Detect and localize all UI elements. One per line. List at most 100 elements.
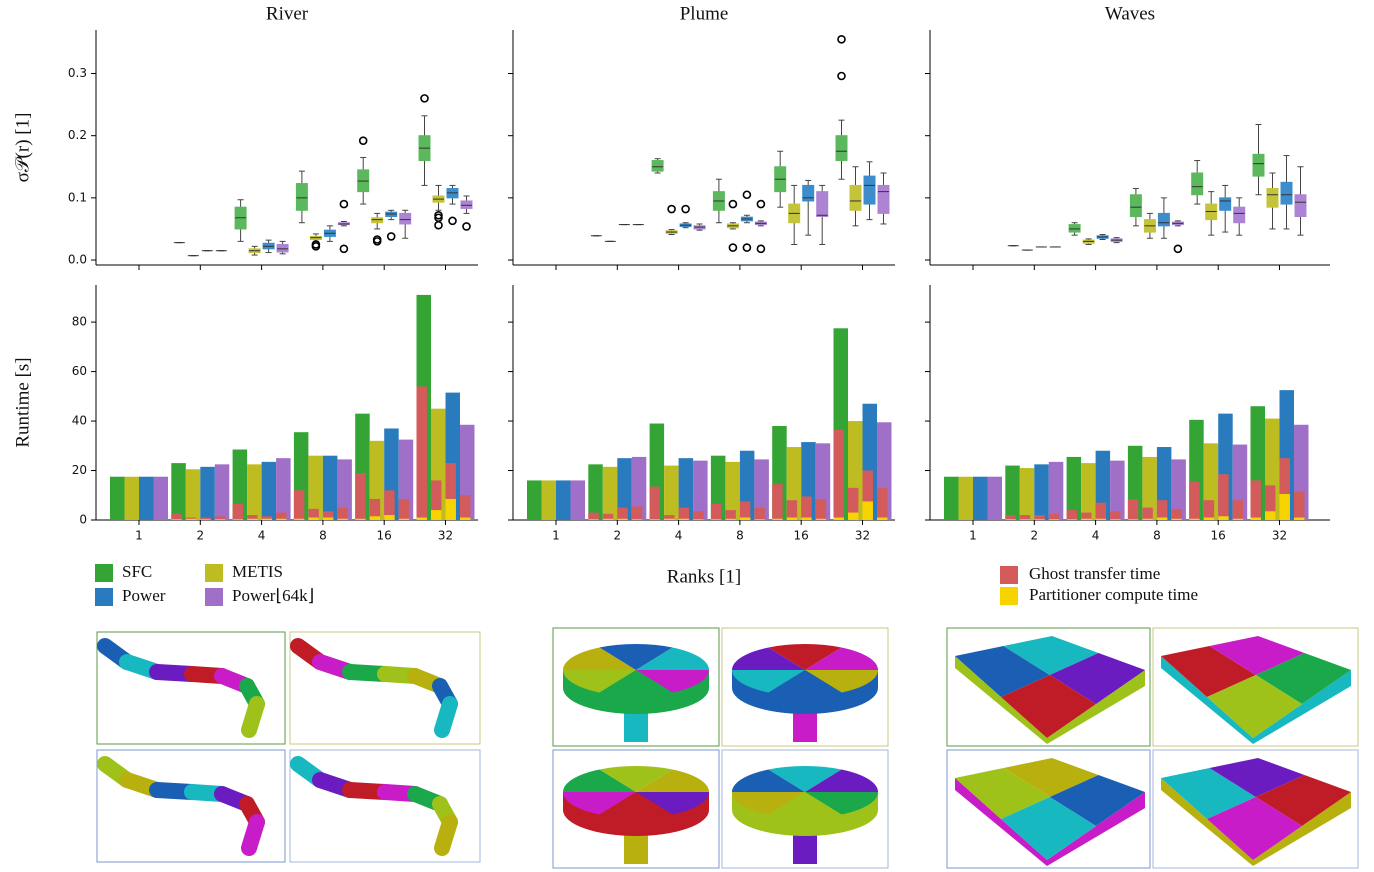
bar [693,460,708,520]
y-axis-label: σ𝒫(r) [1] [12,113,33,183]
outlier [756,199,766,209]
y-tick-label: 40 [72,414,87,428]
bar [1034,464,1049,520]
ghost-bar [293,490,305,520]
box [371,217,384,224]
bar [987,476,1002,520]
outlier [434,220,443,230]
legend-label: Partitioner compute time [1029,585,1198,604]
plume-sector [768,644,842,670]
partitioner-bar [1110,519,1121,520]
bar [214,464,230,520]
rendering [721,627,889,747]
legend-swatch [1000,566,1018,584]
ghost-bar [1142,507,1153,520]
rendering [96,631,286,745]
plume-sector [768,766,842,792]
partitioner-bar [1189,518,1200,520]
outlier [742,243,752,252]
ghost-bar [1189,481,1200,520]
y-tick-label: 0 [79,513,87,527]
partitioner-bar [1232,518,1244,520]
river-segment [434,814,458,856]
box [1252,153,1265,177]
partitioner-bar [369,516,381,520]
plume-sector [732,647,805,670]
x-tick-label: 8 [319,529,327,543]
plume-sector [732,769,805,792]
plume-sector [805,769,878,792]
box [651,160,664,172]
ghost-bar [815,498,827,520]
rendering [721,749,889,869]
ghost-bar [1279,458,1290,520]
rendering [289,749,481,863]
ghost-bar [247,515,258,520]
ghost-bar [1218,474,1229,520]
terrain-block [1255,653,1351,704]
partitioner-bar [678,518,690,520]
outlier [728,199,738,209]
box [835,135,848,162]
y-tick-label: 0.2 [68,128,87,142]
y-axis-label: Runtime [s] [12,357,33,447]
ghost-bar [355,473,366,520]
box [863,175,876,205]
ghost-bar [1156,500,1168,520]
terrain-side [1161,656,1351,744]
plume-sector [636,670,709,693]
box [1068,224,1081,233]
bar [337,459,352,520]
ghost-bar [801,496,812,520]
ghost-bar [725,510,736,520]
ghost-bar [369,498,381,520]
terrain-block [1001,797,1096,860]
ghost-bar [848,487,859,520]
bar [153,476,168,520]
outlier [358,136,368,145]
partitioner-bar [322,517,334,520]
partitioner-bar [171,519,182,520]
ghost-bar [337,507,348,520]
ghost-bar [445,463,456,520]
box [460,200,473,209]
legend-swatch [205,564,223,582]
partitioner-bar [801,517,812,520]
bar [139,476,154,520]
outlier [311,240,321,249]
partitioner-bar [232,519,244,520]
legend-label: Power [122,586,166,605]
ghost-bar [1250,480,1261,520]
bar [944,476,959,520]
partitioner-bar [308,517,319,520]
legend-label: Power⌊64k⌋ [232,586,314,605]
partitioner-bar [355,518,366,520]
partitioner-bar [602,518,614,520]
x-axis-label: Ranks [1] [667,566,741,587]
terrain-block [1049,653,1145,704]
bar [185,469,201,520]
ghost-bar [1005,515,1016,520]
plume-sector [636,647,709,670]
box [802,184,815,202]
partitioner-bar [1019,519,1031,520]
bar [1171,459,1186,520]
legend-swatch [1000,587,1018,605]
rendering [1152,749,1359,869]
box [1294,194,1307,218]
partitioner-bar [200,519,211,520]
terrain-block [1207,675,1302,738]
terrain-block [1049,775,1145,826]
bar [1019,468,1035,520]
box [1266,188,1279,208]
rendering [946,749,1151,869]
x-tick-label: 2 [1030,529,1038,543]
plume-sector [732,792,805,815]
legend-label: METIS [232,562,283,581]
x-tick-label: 4 [1092,529,1100,543]
ghost-bar [1265,485,1276,520]
ghost-bar [617,507,628,520]
ghost-bar [631,506,643,520]
plume-sector [563,792,636,815]
ghost-bar [261,516,273,520]
